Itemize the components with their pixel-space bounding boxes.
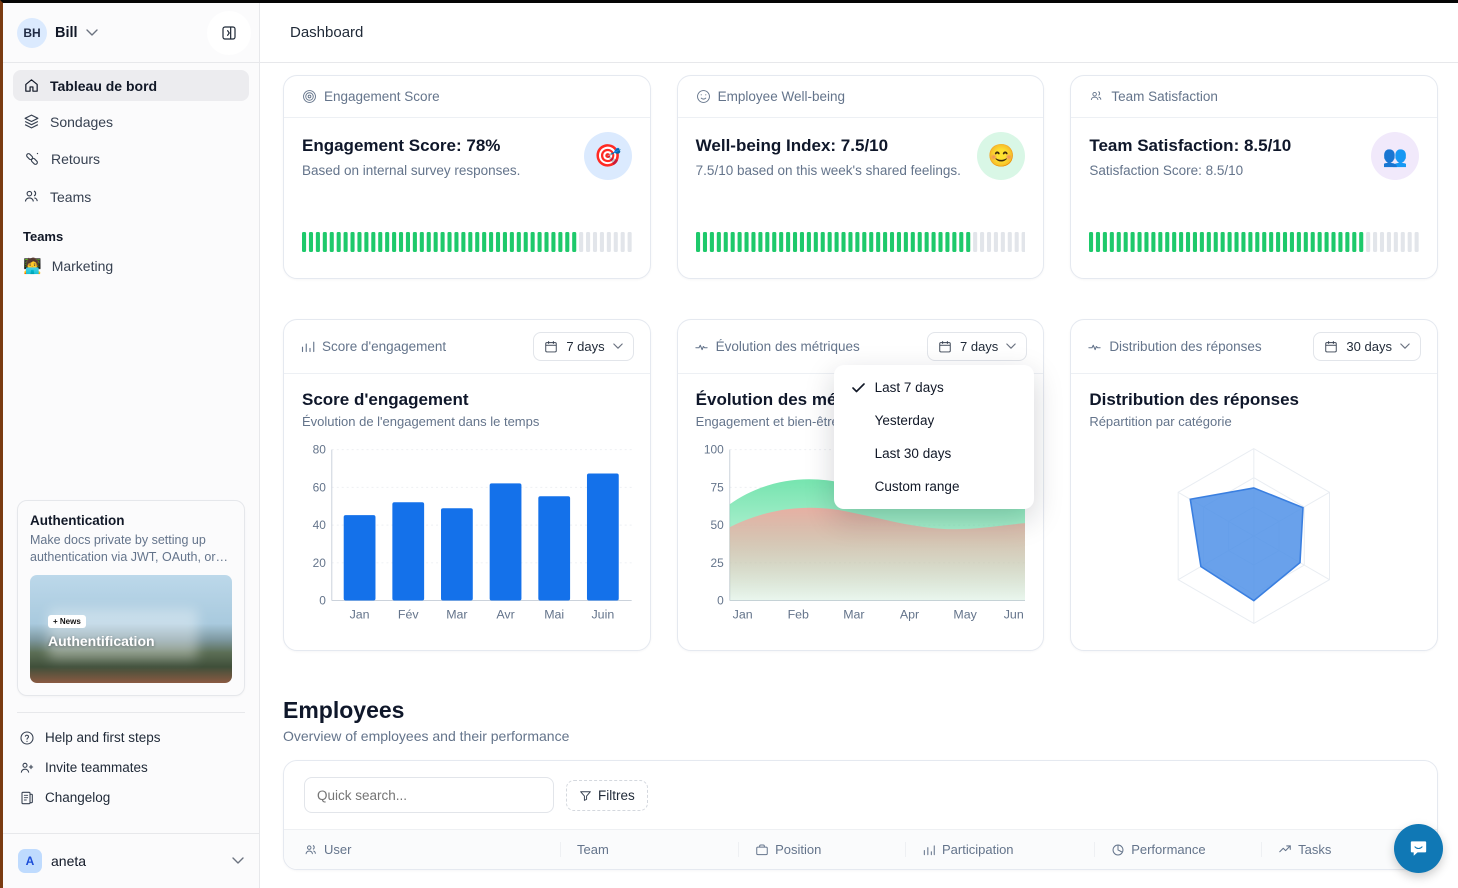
svg-text:Juin: Juin: [591, 607, 614, 621]
svg-text:Jun: Jun: [1003, 607, 1023, 621]
svg-text:75: 75: [710, 480, 724, 494]
svg-text:Mar: Mar: [446, 607, 467, 621]
svg-text:Feb: Feb: [787, 607, 808, 621]
svg-text:25: 25: [710, 556, 724, 570]
svg-text:20: 20: [313, 556, 327, 570]
svg-text:May: May: [953, 607, 977, 621]
svg-text:50: 50: [710, 518, 724, 532]
svg-text:Mai: Mai: [544, 607, 564, 621]
svg-text:Avr: Avr: [496, 607, 514, 621]
svg-text:Mar: Mar: [843, 607, 864, 621]
svg-text:60: 60: [313, 480, 327, 494]
svg-text:Apr: Apr: [899, 607, 918, 621]
svg-text:0: 0: [717, 594, 724, 608]
svg-text:0: 0: [319, 594, 326, 608]
svg-text:Fév: Fév: [398, 607, 419, 621]
svg-text:Jan: Jan: [350, 607, 370, 621]
svg-text:100: 100: [704, 443, 724, 457]
svg-text:Jan: Jan: [732, 607, 752, 621]
svg-text:80: 80: [313, 443, 327, 457]
svg-text:40: 40: [313, 518, 327, 532]
